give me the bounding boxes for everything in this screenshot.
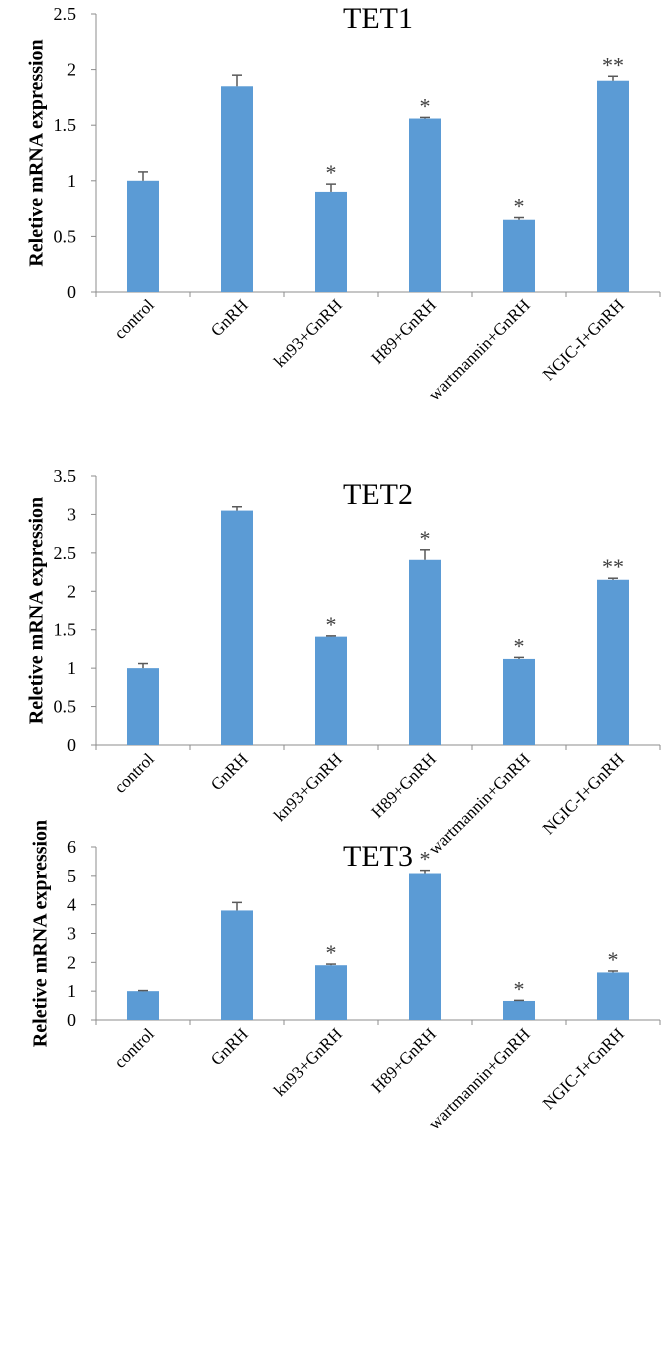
chart-title: TET2	[343, 478, 413, 511]
bar-kn93+GnRH	[315, 965, 347, 1020]
significance-marker: *	[514, 976, 525, 1001]
x-tick-label: H89+GnRH	[368, 295, 440, 367]
x-tick-label: kn93+GnRH	[270, 749, 346, 825]
x-tick-label: H89+GnRH	[368, 1024, 440, 1096]
y-tick-label: 1	[67, 658, 76, 678]
x-tick-label: kn93+GnRH	[270, 1024, 346, 1100]
y-tick-label: 6	[67, 837, 76, 857]
bar-NGIC-I+GnRH	[597, 579, 629, 745]
y-tick-label: 0.5	[54, 697, 77, 717]
y-tick-label: 0.5	[54, 226, 77, 246]
x-tick-label: GnRH	[207, 1024, 252, 1069]
bar-H89+GnRH	[409, 559, 441, 745]
x-tick-label: GnRH	[207, 749, 252, 794]
bar-control	[127, 668, 159, 745]
significance-marker: *	[326, 612, 337, 637]
x-tick-label: NGIC-I+GnRH	[539, 749, 628, 838]
y-tick-label: 2	[67, 952, 76, 972]
y-tick-label: 4	[67, 895, 76, 915]
bar-GnRH	[221, 510, 253, 745]
chart-title: TET1	[343, 2, 413, 35]
x-tick-label: wartmannin+GnRH	[425, 295, 534, 404]
bar-H89+GnRH	[409, 873, 441, 1020]
x-tick-label: NGIC-I+GnRH	[539, 295, 628, 384]
y-tick-label: 2	[67, 581, 76, 601]
y-tick-label: 2.5	[54, 543, 77, 563]
bar-wartmannin+GnRH	[503, 1000, 535, 1020]
y-tick-label: 3	[67, 924, 76, 944]
bar-GnRH	[221, 86, 253, 292]
bar-control	[127, 991, 159, 1020]
bar-control	[127, 180, 159, 292]
x-tick-label: wartmannin+GnRH	[425, 1024, 534, 1133]
significance-marker: *	[608, 947, 619, 972]
x-tick-label: control	[110, 295, 158, 343]
chart-panel-3: TET3 Reletive mRNA expression 0 1 2 3 4 5 6 contr…	[30, 820, 661, 1133]
bar-kn93+GnRH	[315, 191, 347, 292]
x-tick-label: control	[110, 749, 158, 797]
significance-marker: *	[326, 940, 337, 965]
y-tick-label: 0	[67, 735, 76, 755]
y-tick-label: 2.5	[54, 4, 77, 24]
y-axis-label: Reletive mRNA expression	[26, 497, 48, 724]
y-tick-label: 1.5	[54, 620, 77, 640]
bar-wartmannin+GnRH	[503, 658, 535, 745]
bar-H89+GnRH	[409, 118, 441, 292]
significance-marker: *	[420, 847, 431, 872]
bar-wartmannin+GnRH	[503, 219, 535, 292]
significance-marker: *	[514, 193, 525, 218]
x-tick-label: kn93+GnRH	[270, 295, 346, 371]
x-tick-label: control	[110, 1024, 158, 1072]
chart-title: TET3	[343, 840, 413, 873]
significance-marker: *	[326, 160, 337, 185]
y-axis-label: Reletive mRNA expression	[26, 39, 48, 266]
bar-GnRH	[221, 910, 253, 1020]
bar-kn93+GnRH	[315, 636, 347, 745]
bar-NGIC-I+GnRH	[597, 80, 629, 292]
y-tick-label: 2	[67, 60, 76, 80]
y-tick-label: 3	[67, 504, 76, 524]
x-tick-label: NGIC-I+GnRH	[539, 1024, 628, 1113]
y-tick-label: 5	[67, 866, 76, 886]
y-tick-label: 1.5	[54, 115, 77, 135]
significance-marker: *	[514, 633, 525, 658]
significance-marker: *	[420, 526, 431, 551]
chart-panel-2: TET2 Reletive mRNA expression 0 0.5 1 1.5 2 2.5…	[26, 466, 661, 858]
x-tick-label: wartmannin+GnRH	[425, 749, 534, 858]
significance-marker: **	[602, 52, 624, 77]
significance-marker: *	[420, 93, 431, 118]
y-tick-label: 0	[67, 1010, 76, 1030]
bar-NGIC-I+GnRH	[597, 972, 629, 1020]
y-tick-label: 1	[67, 981, 76, 1001]
y-tick-label: 0	[67, 282, 76, 302]
significance-marker: **	[602, 554, 624, 579]
y-tick-label: 3.5	[54, 466, 77, 486]
y-tick-label: 1	[67, 171, 76, 191]
chart-panel-1: TET1 Reletive mRNA expression 0 0.5 1 1.5 2 2.5…	[26, 2, 661, 404]
x-tick-label: H89+GnRH	[368, 749, 440, 821]
y-axis-label: Reletive mRNA expression	[30, 820, 52, 1047]
x-tick-label: GnRH	[207, 295, 252, 340]
